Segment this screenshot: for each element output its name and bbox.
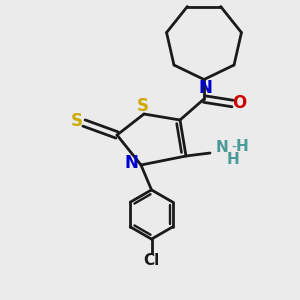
Text: H: H <box>226 152 239 167</box>
Text: Cl: Cl <box>143 253 160 268</box>
Text: H: H <box>236 139 248 154</box>
Text: N: N <box>199 79 212 97</box>
Text: S: S <box>136 97 148 115</box>
Text: O: O <box>232 94 246 112</box>
Text: N: N <box>216 140 228 155</box>
Text: N: N <box>124 154 138 172</box>
Text: S: S <box>70 112 83 130</box>
Text: -: - <box>232 141 236 154</box>
